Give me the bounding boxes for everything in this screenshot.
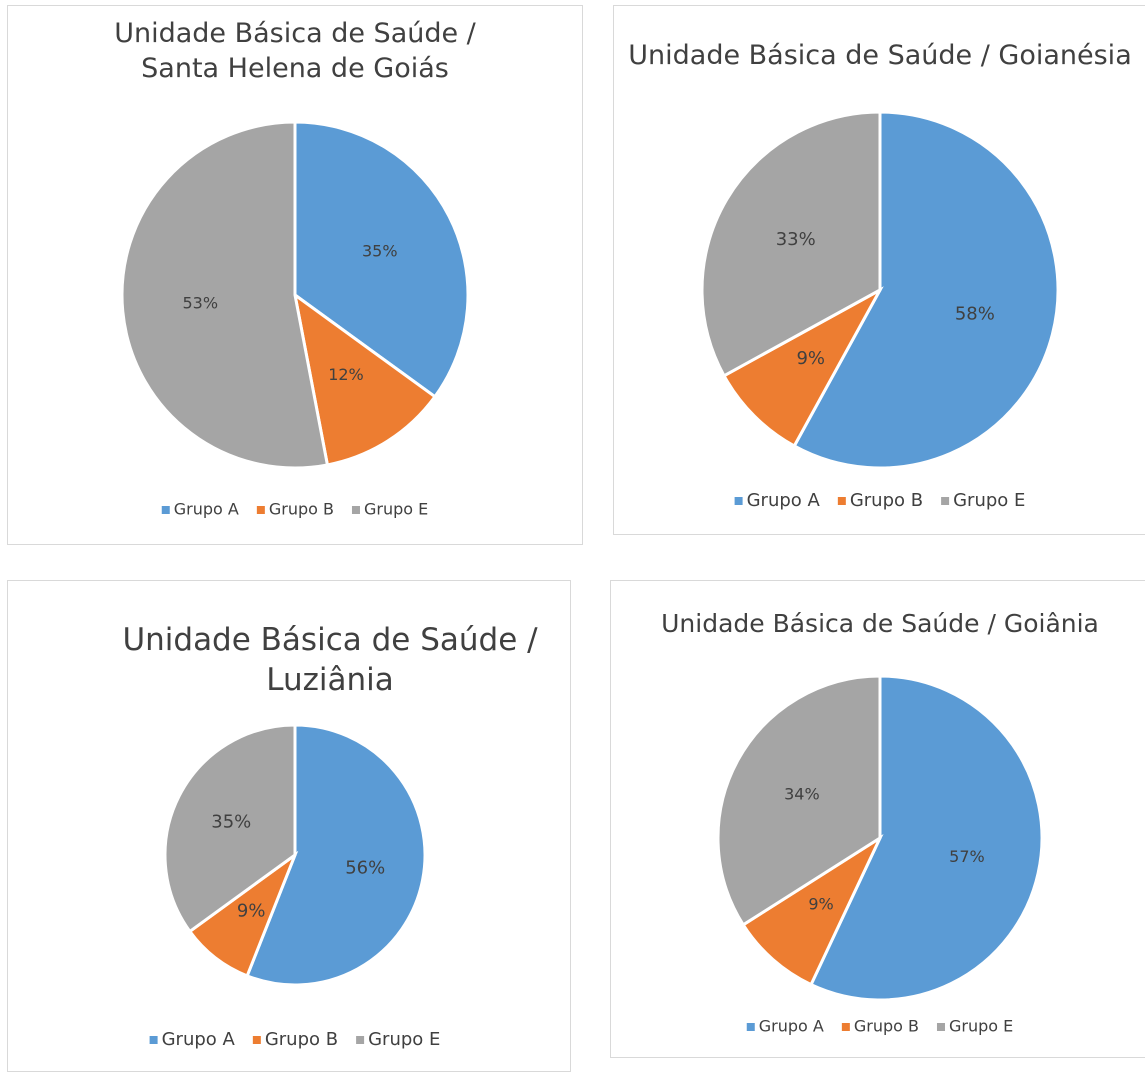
pie-slice [792, 110, 1060, 470]
data-label: 9% [808, 894, 833, 913]
legend-swatch [936, 1023, 945, 1031]
pie-slice [716, 674, 882, 927]
legend-swatch [351, 506, 360, 514]
data-label: 12% [328, 365, 364, 384]
data-label: 57% [949, 847, 985, 866]
pie-slice [293, 120, 470, 399]
legend-swatch [841, 1023, 850, 1031]
pie-slice [245, 723, 427, 987]
data-label: 35% [362, 241, 398, 260]
pie-slice [292, 291, 438, 467]
pie-slice [120, 120, 330, 470]
legend-label: Grupo B [850, 490, 923, 511]
pie-slice [700, 110, 882, 378]
legend-label: Grupo B [854, 1017, 919, 1036]
chart-title: Unidade Básica de Saúde / Santa Helena d… [114, 18, 476, 85]
legend-swatch [941, 497, 950, 505]
legend-swatch [252, 1036, 261, 1044]
legend-label: Grupo E [949, 1017, 1013, 1036]
chart-title: Unidade Básica de Saúde / Goianésia [628, 40, 1132, 71]
pie-slice [721, 286, 884, 449]
legend-label: Grupo B [269, 500, 334, 519]
legend-swatch [734, 497, 743, 505]
chart-title: Unidade Básica de Saúde / Goiânia [661, 609, 1099, 638]
legend-label: Grupo A [759, 1017, 824, 1036]
legend-swatch [161, 506, 170, 514]
legend-label: Grupo A [174, 500, 239, 519]
legend-label: Grupo E [368, 1029, 440, 1050]
legend-label: Grupo E [953, 490, 1025, 511]
pie-slice [741, 833, 884, 987]
data-label: 53% [182, 293, 218, 312]
data-label: 35% [211, 812, 251, 833]
legend-swatch [837, 497, 846, 505]
data-label: 34% [784, 785, 820, 804]
data-label: 9% [237, 900, 266, 921]
chart-title: Unidade Básica de Saúde / Luziânia [122, 622, 538, 699]
data-label: 56% [345, 857, 385, 878]
data-label: 33% [776, 229, 816, 250]
legend-swatch [149, 1036, 158, 1044]
pie-slice [163, 723, 297, 934]
legend-label: Grupo E [364, 500, 428, 519]
data-label: 9% [796, 348, 825, 369]
legend-label: Grupo A [162, 1029, 236, 1050]
legend-swatch [356, 1036, 365, 1044]
pie-slice [809, 674, 1044, 1002]
legend-label: Grupo A [747, 490, 821, 511]
legend-swatch [256, 506, 265, 514]
legend-swatch [746, 1023, 755, 1031]
data-label: 58% [955, 303, 995, 324]
legend-label: Grupo B [265, 1029, 338, 1050]
